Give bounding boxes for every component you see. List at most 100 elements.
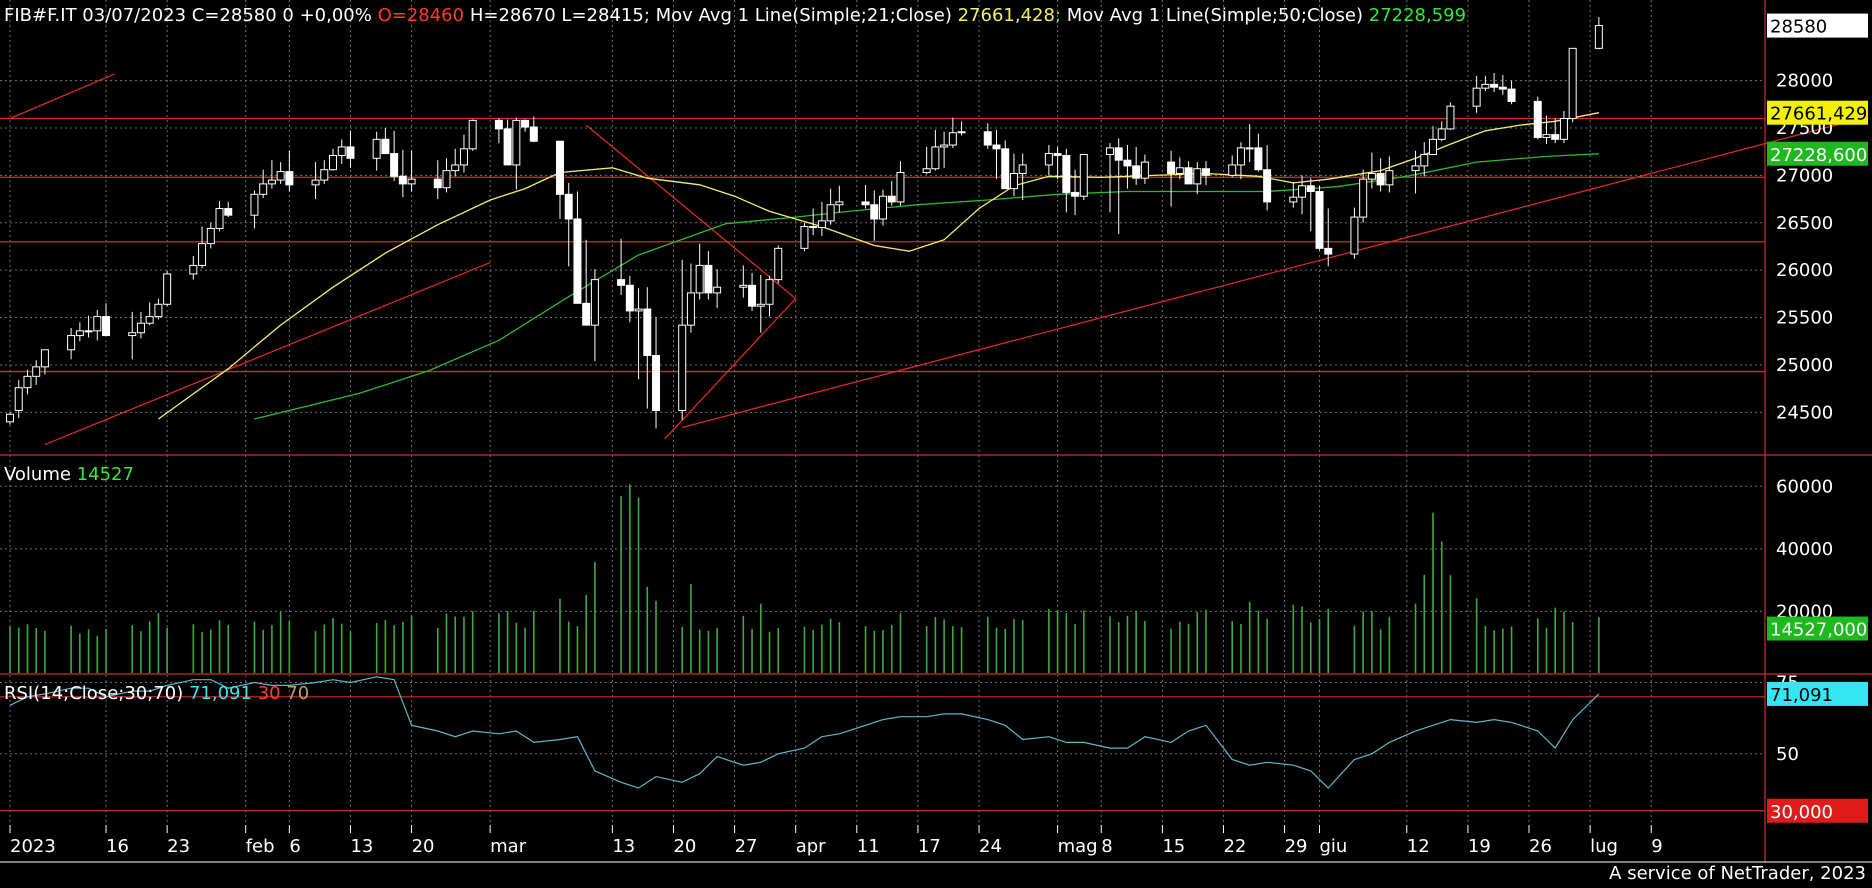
candle: [93, 316, 102, 332]
candle: [983, 131, 992, 146]
y-tick-label: 26500: [1776, 213, 1833, 234]
y-tick-label: 28000: [1776, 71, 1833, 92]
candle: [1472, 87, 1481, 107]
candle: [1193, 168, 1202, 185]
candle: [1123, 159, 1132, 167]
trendline: [585, 124, 797, 300]
x-tick-label: 24: [979, 836, 1002, 857]
candle: [154, 303, 163, 318]
candle: [817, 220, 826, 228]
candle: [250, 193, 259, 216]
candle: [267, 179, 276, 185]
rsi-panel: [0, 676, 1765, 812]
candle: [1411, 165, 1420, 172]
rsi-badge-bg: [1767, 681, 1868, 706]
candle: [1009, 172, 1018, 190]
x-tick-label: 26: [1529, 836, 1552, 857]
ma50-badge-bg: [1767, 141, 1868, 166]
candle: [136, 322, 145, 334]
candle: [494, 119, 503, 130]
x-tick-label: 22: [1223, 836, 1246, 857]
candle: [686, 292, 695, 326]
candle: [931, 146, 940, 170]
candle: [398, 175, 407, 185]
candle: [1071, 191, 1080, 197]
candle: [32, 366, 41, 377]
x-tick-label: 13: [350, 836, 373, 857]
x-tick-label: 2023: [10, 836, 56, 857]
candle: [1018, 164, 1027, 174]
candle: [512, 119, 521, 166]
y-tick-label: 60000: [1776, 476, 1833, 497]
candle: [276, 171, 285, 181]
footer-credit: A service of NetTrader, 2023: [1609, 863, 1866, 884]
candle: [381, 138, 390, 155]
candle: [617, 279, 626, 286]
candle: [1298, 185, 1307, 198]
candle: [1446, 105, 1455, 130]
candle: [573, 218, 582, 304]
candle: [1053, 153, 1062, 156]
candle: [311, 179, 320, 186]
y-tick-label: 26000: [1776, 260, 1833, 281]
candle: [259, 183, 268, 195]
x-tick-label: 9: [1651, 836, 1662, 857]
candle: [407, 178, 416, 185]
x-tick-label: 17: [918, 836, 941, 857]
candle: [75, 330, 84, 337]
candle: [128, 332, 137, 337]
candle: [713, 286, 722, 294]
candle: [1437, 128, 1446, 140]
candle: [1001, 148, 1010, 190]
candle: [1245, 147, 1254, 150]
candle: [468, 119, 477, 150]
candle: [634, 308, 643, 312]
candle: [1254, 147, 1263, 171]
candle: [1132, 165, 1141, 179]
candle: [459, 148, 468, 166]
volume-label: Volume: [4, 464, 71, 485]
candle: [23, 375, 32, 389]
candle: [1228, 164, 1237, 176]
last-price-badge-bg: [1767, 13, 1868, 38]
candle: [346, 146, 355, 159]
ma21-value: 27661,428: [957, 5, 1055, 26]
candle: [1184, 167, 1193, 185]
candle: [40, 349, 49, 368]
candle: [84, 330, 93, 333]
candle: [564, 193, 573, 220]
candle: [372, 138, 381, 159]
rsi-legend: RSI(14;Close;30;70) 71,091 30 70: [4, 683, 309, 704]
legend-separator: ;: [1054, 5, 1062, 26]
rsi-line: [9, 676, 1600, 789]
candle: [1167, 161, 1176, 174]
candle: [1551, 134, 1560, 140]
candle: [870, 204, 879, 220]
candle: [1533, 100, 1542, 138]
candle: [206, 227, 215, 245]
candle: [1559, 117, 1568, 140]
candle: [224, 208, 233, 216]
x-tick-label: mar: [490, 836, 527, 857]
candle: [451, 164, 460, 172]
rsi-high: 70: [286, 683, 310, 704]
candle: [1044, 153, 1053, 166]
candle: [861, 201, 870, 206]
x-tick-label: mag: [1058, 836, 1098, 857]
candle: [922, 168, 931, 174]
candle: [826, 204, 835, 222]
candle: [337, 146, 346, 156]
candle: [442, 170, 451, 189]
ma50-line: [254, 153, 1599, 420]
trendline: [9, 73, 116, 120]
x-tick-label: 12: [1407, 836, 1430, 857]
high-low-values: H=28670 L=28415: [469, 5, 644, 26]
rsi-low: 30: [257, 683, 281, 704]
rsi-badge: 71,091: [1770, 685, 1833, 706]
axes: 2450025000255002600026500270002750028000…: [9, 13, 1868, 857]
candle: [6, 413, 14, 423]
rsi-low-badge: 30,000: [1770, 802, 1833, 823]
ma50-badge: 27228,600: [1770, 145, 1867, 166]
volume-badge-bg: [1767, 616, 1868, 641]
candle: [102, 316, 111, 337]
